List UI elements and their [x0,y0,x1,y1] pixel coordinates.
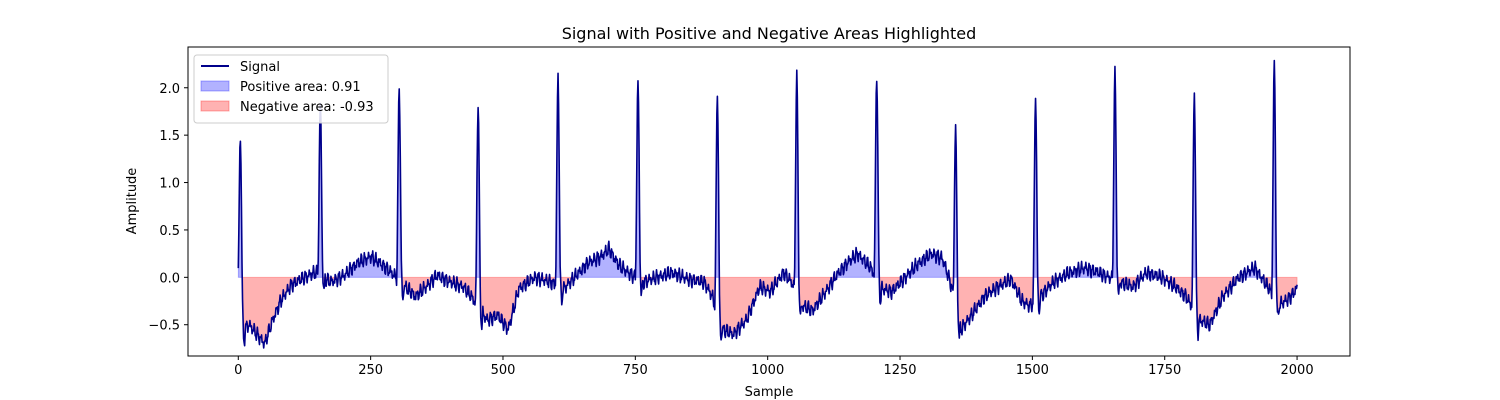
chart-title: Signal with Positive and Negative Areas … [562,24,977,43]
x-tick-label: 0 [234,363,242,378]
x-axis: 0 250 500 750 1000 1250 1500 1750 2000 [234,356,1314,378]
legend-swatch-positive [200,80,230,92]
y-tick-label: 0.0 [159,271,180,286]
y-tick-label: 2.0 [159,82,180,97]
signal-line [237,59,1298,349]
y-tick-label: 1.5 [159,129,180,144]
y-tick-label: 1.0 [159,177,180,192]
legend-swatch-negative [200,100,230,112]
x-tick-label: 250 [358,363,383,378]
x-tick-label: 1750 [1148,363,1181,378]
x-tick-label: 500 [491,363,516,378]
plot-frame [187,46,1351,357]
y-axis: −0.5 0.0 0.5 1.0 1.5 2.0 [148,82,188,334]
x-tick-label: 2000 [1281,363,1314,378]
legend-label-signal: Signal [240,60,280,75]
y-axis-label: Amplitude [125,168,140,235]
signal-layer [237,59,1298,349]
x-axis-label: Sample [745,385,794,400]
x-tick-label: 1000 [751,363,784,378]
legend-label-negative: Negative area: -0.93 [240,100,374,115]
x-tick-label: 750 [623,363,648,378]
x-tick-label: 1250 [883,363,916,378]
y-tick-label: −0.5 [148,319,180,334]
legend: Signal Positive area: 0.91 Negative area… [193,54,389,124]
legend-label-positive: Positive area: 0.91 [240,80,361,95]
x-tick-label: 1500 [1016,363,1049,378]
y-tick-label: 0.5 [159,224,180,239]
legend-box [193,54,389,124]
